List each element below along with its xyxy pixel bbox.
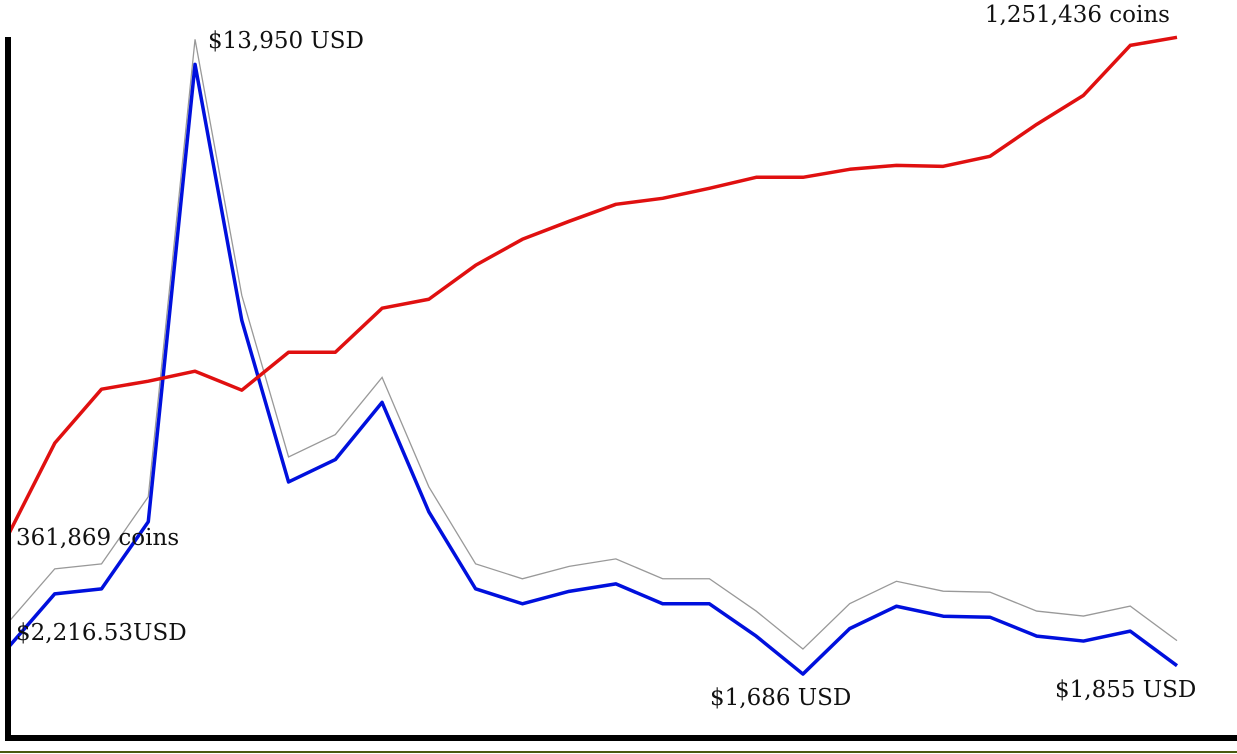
annotation: $13,950 USD: [208, 28, 364, 54]
series-line: [6, 62, 1179, 676]
annotation: 1,251,436 coins: [985, 2, 1170, 28]
annotation: $1,855 USD: [1055, 677, 1196, 703]
annotation: $2,216.53USD: [16, 620, 187, 646]
shadow-line: [7, 39, 1178, 650]
series-line: [6, 35, 1178, 537]
annotation: 361,869 coins: [16, 525, 179, 551]
annotation: $1,686 USD: [710, 685, 851, 711]
